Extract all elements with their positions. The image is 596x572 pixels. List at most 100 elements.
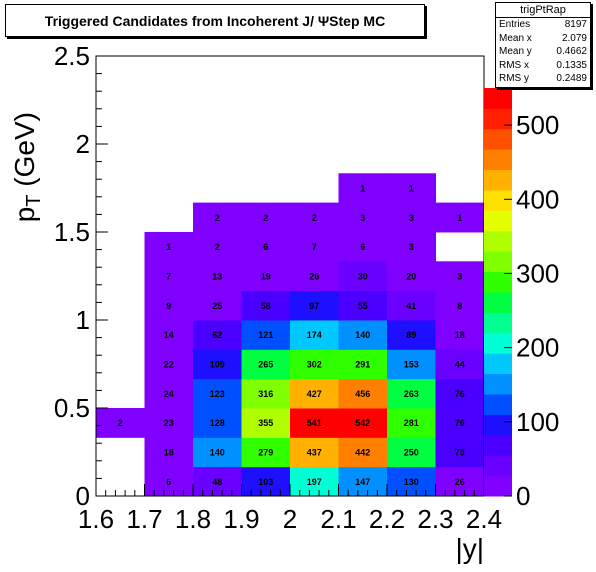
heatmap-cell: [193, 437, 242, 468]
cell-value-label: 121: [258, 330, 273, 340]
cell-value-label: 6: [166, 477, 171, 487]
cell-value-label: 55: [358, 301, 368, 311]
cell-value-label: 3: [409, 213, 414, 223]
cell-value-label: 197: [307, 477, 322, 487]
heatmap-cell: [387, 290, 436, 321]
heatmap-cell: [193, 202, 242, 233]
heatmap-cell: [193, 290, 242, 321]
heatmap-cell: [435, 290, 485, 321]
stats-title: trigPtRap: [496, 3, 590, 18]
cell-value-label: 541: [307, 418, 322, 428]
heatmap-cell: [241, 466, 291, 497]
heatmap-cell: [193, 466, 242, 497]
heatmap-cell: [387, 231, 436, 262]
stats-row-entries: Entries 8197: [499, 19, 587, 30]
cell-value-label: 123: [210, 389, 225, 399]
z-tick-label: 100: [516, 407, 559, 437]
cell-value-label: 14: [164, 330, 174, 340]
cell-value-label: 18: [455, 330, 465, 340]
cell-value-label: 7: [312, 242, 317, 252]
palette-swatch: [484, 108, 512, 130]
heatmap-cell: [193, 349, 242, 380]
heatmap-cell: [193, 378, 242, 409]
cell-value-label: 25: [212, 301, 222, 311]
heatmap-cell: [241, 290, 291, 321]
heatmap-cell: [338, 378, 388, 409]
heatmap-cell: [290, 261, 339, 292]
palette-swatch: [484, 332, 512, 354]
heatmap-cell: [290, 437, 339, 468]
cell-value-label: 437: [307, 447, 322, 457]
cell-value-label: 265: [258, 359, 273, 369]
palette-swatch: [484, 292, 512, 313]
heatmap-cell: [290, 231, 339, 262]
cell-value-label: 2: [215, 213, 220, 223]
heatmap-cell: [241, 378, 291, 409]
heatmap-cell: [290, 319, 339, 350]
heatmap-cell: [387, 173, 436, 204]
heatmap-cell: [387, 319, 436, 350]
stats-row-rms-y: RMS y 0.2489: [499, 73, 587, 84]
cell-value-label: 6: [360, 242, 365, 252]
palette-swatch: [484, 373, 512, 395]
cell-value-label: 109: [210, 359, 225, 369]
heatmap-cell: [435, 466, 485, 497]
heatmap-cell: [435, 349, 485, 380]
heatmap-cell: [144, 407, 194, 438]
cell-value-label: 97: [309, 301, 319, 311]
cell-value-label: 8: [457, 301, 462, 311]
heatmap-cell: [435, 261, 485, 292]
heatmap-cell: [144, 378, 194, 409]
heatmap-cells: [96, 173, 485, 497]
cell-value-label: 250: [404, 447, 419, 457]
heatmap-cell: [387, 378, 436, 409]
cell-value-label: 130: [404, 477, 419, 487]
heatmap-cell: [387, 202, 436, 233]
cell-value-label: 41: [406, 301, 416, 311]
palette-swatch: [484, 251, 512, 273]
heatmap-cell: [241, 349, 291, 380]
chart-title: Triggered Candidates from Incoherent J/ …: [5, 4, 425, 37]
palette-swatch: [484, 88, 512, 109]
x-tick-label: 2.2: [369, 504, 405, 534]
cell-value-label: 6: [263, 242, 268, 252]
z-tick-label: 500: [516, 110, 559, 140]
cell-value-label: 1: [409, 183, 414, 193]
color-palette: [484, 88, 512, 497]
cell-value-label: 22: [164, 359, 174, 369]
heatmap-cell: [193, 407, 242, 438]
x-tick-label: 1.6: [78, 504, 114, 534]
cell-value-label: 48: [212, 477, 222, 487]
palette-swatch: [484, 414, 512, 436]
y-axis-label-unit: (GeV): [9, 112, 40, 194]
heatmap-cell: [387, 407, 436, 438]
z-axis-ticks: 0 100 200 300 400 500: [504, 110, 559, 511]
heatmap-cell: [193, 319, 242, 350]
cell-value-label: 263: [404, 389, 419, 399]
palette-swatch: [484, 210, 512, 232]
heatmap-cell: [338, 407, 388, 438]
z-tick-label: 400: [516, 184, 559, 214]
stats-row-mean-x: Mean x 2.079: [499, 32, 587, 44]
palette-swatch: [484, 169, 512, 191]
heatmap-cell: [241, 407, 291, 438]
heatmap-cell: [435, 407, 485, 438]
heatmap-cell: [290, 290, 339, 321]
cell-value-label: 58: [261, 301, 271, 311]
palette-swatch: [484, 271, 512, 293]
heatmap-cell: [338, 349, 388, 380]
cell-value-label: 2: [215, 242, 220, 252]
heatmap-cell: [338, 202, 388, 233]
cell-value-label: 1: [166, 242, 171, 252]
cell-value-label: 13: [212, 271, 222, 281]
y-tick-label: 2.5: [54, 41, 90, 71]
heatmap-cell: [338, 261, 388, 292]
palette-swatch: [484, 455, 512, 477]
heatmap-cell: [241, 261, 291, 292]
heatmap-cell: [338, 466, 388, 497]
cell-value-label: 24: [164, 389, 174, 399]
x-tick-label: 1.8: [175, 504, 211, 534]
palette-swatch: [484, 230, 512, 252]
x-tick-label: 2.3: [417, 504, 453, 534]
cell-value-label: 542: [355, 418, 370, 428]
